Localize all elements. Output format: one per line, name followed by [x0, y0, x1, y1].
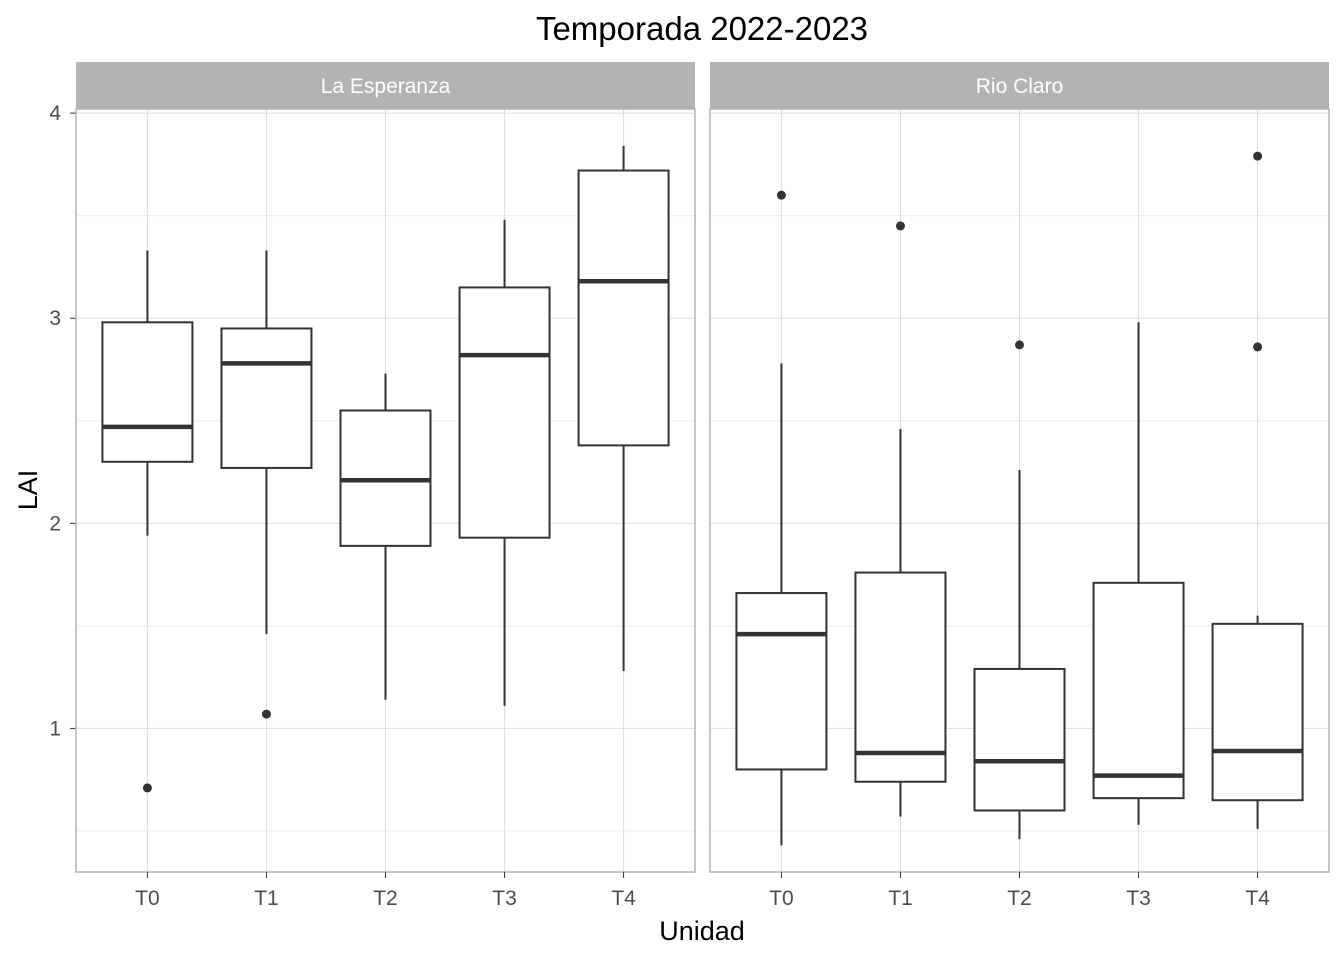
box-T1	[220, 250, 313, 719]
x-tick-label: T1	[888, 887, 913, 910]
facet-panels: La Esperanza T0 T1 T2 T3 T4 Rio Claro T0 T1 T2 T3 T…	[75, 62, 1330, 910]
box-T2	[339, 373, 432, 700]
x-tick-label: T4	[611, 887, 636, 910]
box-T0	[735, 190, 828, 846]
box-iqr	[458, 286, 551, 539]
x-tick-label: T0	[135, 887, 160, 910]
y-tick-label: 3	[49, 307, 61, 330]
x-tick-label: T0	[769, 887, 794, 910]
facet-strip	[76, 62, 695, 109]
outlier-point	[1253, 151, 1263, 161]
box-T4	[1211, 151, 1304, 829]
x-tick-label: T4	[1245, 887, 1270, 910]
facet-strip-label: Rio Claro	[976, 75, 1064, 98]
box-T0	[101, 250, 194, 793]
y-axis-title: LAI	[13, 470, 43, 511]
x-axis-title: Unidad	[659, 916, 745, 946]
box-iqr	[220, 327, 313, 469]
box-iqr	[973, 667, 1066, 812]
chart-title: Temporada 2022-2023	[536, 10, 868, 47]
outlier-point	[142, 783, 152, 793]
facet-strip	[710, 62, 1329, 109]
box-T3	[1092, 322, 1185, 825]
box-T1	[854, 221, 947, 817]
outlier-point	[895, 221, 905, 231]
box-iqr	[735, 592, 828, 771]
y-tick-label: 1	[49, 717, 61, 740]
outlier-point	[1015, 340, 1024, 350]
box-iqr	[101, 321, 194, 463]
x-tick-label: T3	[1126, 887, 1151, 910]
outlier-point	[1253, 342, 1263, 352]
facet-strip-label: La Esperanza	[321, 75, 451, 98]
box-iqr	[1092, 581, 1185, 800]
y-axis: 1 2 3 4	[49, 102, 76, 740]
outlier-point	[776, 190, 786, 200]
box-iqr	[1211, 622, 1304, 802]
x-tick-label: T3	[492, 887, 517, 910]
x-tick-label: T2	[1007, 887, 1032, 910]
box-T4	[577, 145, 670, 671]
outlier-point	[261, 709, 271, 719]
y-tick-label: 2	[49, 512, 61, 535]
x-tick-label: T2	[373, 887, 398, 910]
box-T2	[973, 340, 1066, 840]
box-T3	[458, 219, 551, 706]
box-iqr	[577, 169, 670, 447]
facet-panel: Rio Claro T0 T1 T2 T3 T4	[709, 62, 1330, 910]
y-tick-label: 4	[49, 102, 61, 125]
facet-panel: La Esperanza T0 T1 T2 T3 T4	[75, 62, 696, 910]
box-iqr	[854, 571, 947, 783]
x-tick-label: T1	[254, 887, 279, 910]
